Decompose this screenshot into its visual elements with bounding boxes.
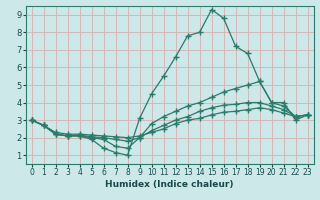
X-axis label: Humidex (Indice chaleur): Humidex (Indice chaleur) <box>105 180 234 189</box>
